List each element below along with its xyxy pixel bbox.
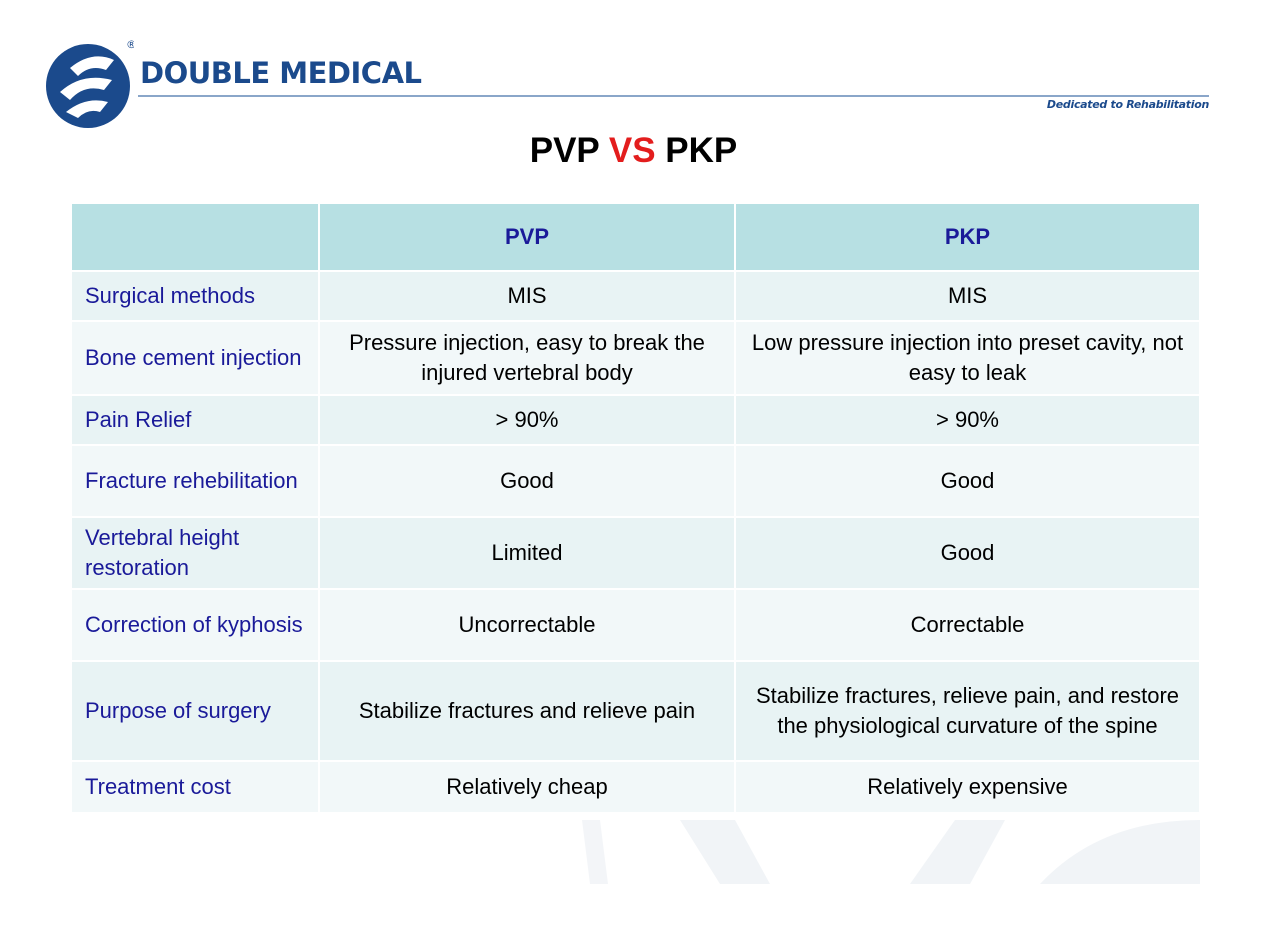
table-row: Treatment cost Relatively cheap Relative… (72, 761, 1199, 814)
table-row: Purpose of surgery Stabilize fractures a… (72, 661, 1199, 762)
pkp-cell: Relatively expensive (735, 761, 1199, 814)
header-cell-empty (72, 204, 320, 272)
row-label: Correction of kyphosis (72, 589, 320, 662)
row-label: Pain Relief (72, 395, 320, 446)
title-left: PVP (529, 131, 600, 170)
brand-tagline: Dedicated to Rehabilitation (1046, 98, 1209, 111)
table-row: Vertebral height restoration Limited Goo… (72, 517, 1199, 590)
pvp-cell: > 90% (319, 395, 736, 446)
table-row: Pain Relief > 90% > 90% (72, 395, 1199, 446)
header-divider (138, 95, 1209, 97)
pkp-cell: Good (735, 517, 1199, 590)
header-cell-pvp: PVP (319, 204, 736, 272)
table-row: Fracture rehebilitation Good Good (72, 445, 1199, 518)
registered-mark: ® (126, 38, 134, 51)
pkp-cell: MIS (735, 271, 1199, 322)
table-row: Correction of kyphosis Uncorrectable Cor… (72, 589, 1199, 662)
row-label: Treatment cost (72, 761, 320, 814)
brand-name: DOUBLE MEDICAL (140, 56, 422, 90)
pvp-cell: MIS (319, 271, 736, 322)
row-label: Purpose of surgery (72, 661, 320, 762)
double-medical-logo-icon: ® (46, 38, 134, 128)
comparison-table: PVP PKP Surgical methods MIS MIS Bone ce… (72, 204, 1199, 814)
pvp-cell: Relatively cheap (319, 761, 736, 814)
pkp-cell: Stabilize fractures, relieve pain, and r… (735, 661, 1199, 762)
title-vs: VS (608, 131, 656, 170)
table-header-row: PVP PKP (72, 204, 1199, 272)
pkp-cell: Low pressure injection into preset cavit… (735, 321, 1199, 396)
pvp-cell: Pressure injection, easy to break the in… (319, 321, 736, 396)
title-right: PKP (665, 131, 738, 170)
row-label: Bone cement injection (72, 321, 320, 396)
header-cell-pkp: PKP (735, 204, 1199, 272)
pkp-cell: Correctable (735, 589, 1199, 662)
slide-title: PVP VS PKP (0, 131, 1267, 171)
pvp-cell: Uncorrectable (319, 589, 736, 662)
row-label: Vertebral height restoration (72, 517, 320, 590)
pvp-cell: Good (319, 445, 736, 518)
pvp-cell: Stabilize fractures and relieve pain (319, 661, 736, 762)
table-row: Bone cement injection Pressure injection… (72, 321, 1199, 396)
pkp-cell: Good (735, 445, 1199, 518)
table-row: Surgical methods MIS MIS (72, 271, 1199, 322)
pvp-cell: Limited (319, 517, 736, 590)
pkp-cell: > 90% (735, 395, 1199, 446)
row-label: Surgical methods (72, 271, 320, 322)
row-label: Fracture rehebilitation (72, 445, 320, 518)
logo-watermark (582, 820, 1200, 884)
